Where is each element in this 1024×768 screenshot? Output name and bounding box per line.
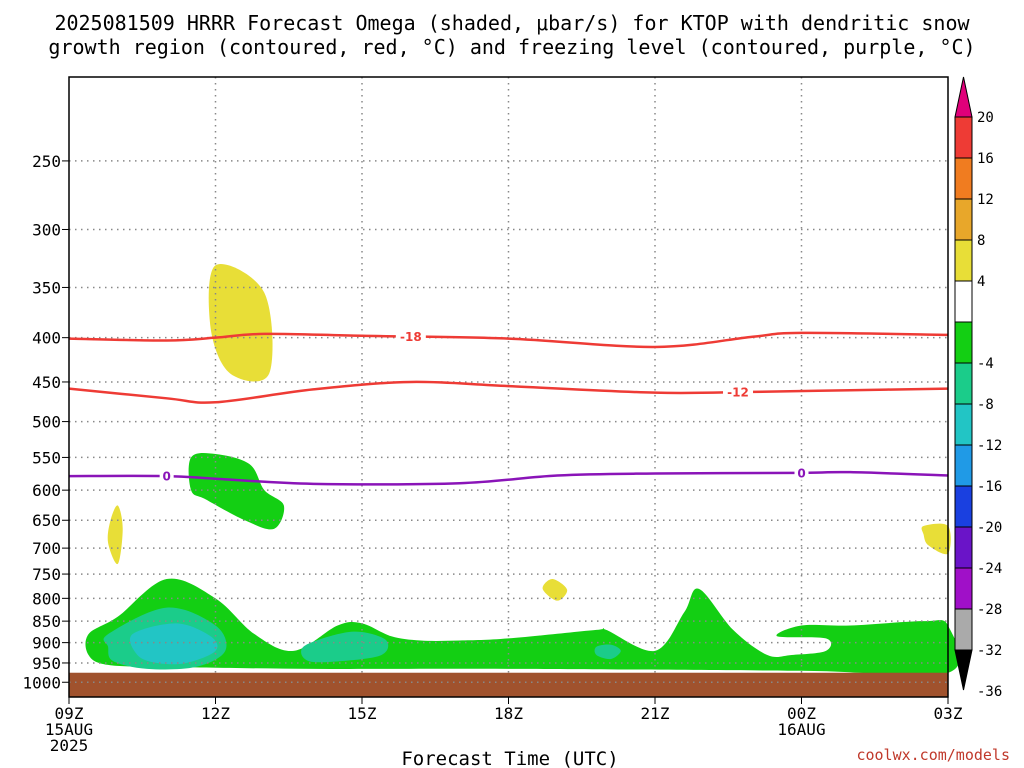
omega-region (208, 264, 273, 382)
contour-line (68, 470, 949, 486)
omega-region (107, 505, 123, 565)
x-tick-label: 18Z (494, 704, 523, 723)
colorbar-label: 4 (977, 274, 985, 290)
colorbar-label: 20 (977, 110, 994, 126)
x-tick-label: 03Z (934, 704, 963, 723)
contour-label: 0 (162, 470, 170, 484)
colorbar-label: 8 (977, 233, 985, 249)
contour-line (68, 380, 949, 404)
ground-surface (69, 672, 948, 697)
plot-area: 250 300 350 400 450 500 550 600 650 700 750 800 850 9… (22, 76, 963, 755)
credit-text: coolwx.com/models (856, 746, 1010, 764)
colorbar-label: -8 (977, 397, 994, 413)
omega-region (301, 631, 389, 663)
colorbar-label: -12 (977, 438, 1002, 454)
y-tick-label: 250 (32, 152, 61, 171)
x-tick-label: 09Z (55, 704, 84, 723)
contour-label-bg (794, 465, 809, 480)
y-tick-label: 700 (32, 539, 61, 558)
contour-label: 0 (797, 466, 805, 480)
x-tick-label: 12Z (201, 704, 230, 723)
x-tick-label: 15Z (348, 704, 377, 723)
colorbar: 20 16 12 8 4 -4 -8 -12 -16 -20 -24 -28 -32 -36 (954, 76, 1002, 700)
colorbar-segment (954, 116, 973, 159)
omega-region (542, 579, 568, 601)
colorbar-label: 16 (977, 151, 994, 167)
colorbar-segment (954, 362, 973, 405)
contour-line (68, 331, 949, 349)
colorbar-label: -36 (977, 684, 1002, 700)
contour-label-bg (723, 384, 754, 399)
x-tick-sublabel: 2025 (50, 736, 89, 755)
chart-title-line1: 2025081509 HRRR Forecast Omega (shaded, … (54, 11, 970, 35)
chart-title-line2: growth region (contoured, red, °C) and f… (48, 35, 975, 59)
colorbar-label: -28 (977, 602, 1002, 618)
x-tick-sublabel: 16AUG (777, 720, 825, 739)
y-tick-label: 900 (32, 634, 61, 653)
colorbar-label: -4 (977, 356, 994, 372)
y-tick-label: 1000 (22, 673, 61, 692)
plot-frame (68, 76, 949, 698)
omega-region (188, 452, 285, 530)
y-tick-label: 950 (32, 654, 61, 673)
contour-label: -12 (727, 385, 749, 399)
y-tick-label: 650 (32, 511, 61, 530)
x-tick-label: 21Z (641, 704, 670, 723)
colorbar-segment (954, 444, 973, 487)
colorbar-label: -24 (977, 561, 1002, 577)
contour-label-bg (159, 469, 174, 484)
y-tick-label: 300 (32, 220, 61, 239)
colorbar-segment (954, 157, 973, 200)
y-tick-label: 500 (32, 413, 61, 432)
colorbar-segment (954, 403, 973, 446)
y-tick-label: 750 (32, 565, 61, 584)
colorbar-top-arrow (954, 76, 973, 118)
colorbar-label: -20 (977, 520, 1002, 536)
y-tick-label: 850 (32, 612, 61, 631)
x-tick-sublabel: 15AUG (45, 720, 93, 739)
y-tick-label: 400 (32, 329, 61, 348)
colorbar-segment (954, 485, 973, 528)
colorbar-segment (954, 321, 973, 364)
colorbar-segment (954, 198, 973, 241)
colorbar-bottom-arrow (954, 649, 973, 691)
y-tick-label: 550 (32, 448, 61, 467)
y-tick-label: 450 (32, 373, 61, 392)
colorbar-segment (954, 567, 973, 610)
colorbar-segment (954, 608, 973, 651)
colorbar-label: -16 (977, 479, 1002, 495)
contour-label: -18 (400, 330, 422, 344)
omega-region (921, 523, 951, 555)
y-tick-label: 350 (32, 278, 61, 297)
colorbar-label: -32 (977, 643, 1002, 659)
y-tick-label: 800 (32, 589, 61, 608)
colorbar-segment (954, 239, 973, 282)
y-tick-label: 600 (32, 481, 61, 500)
omega-region (594, 644, 621, 660)
x-tick-label: 00Z (787, 704, 816, 723)
colorbar-label: 12 (977, 192, 994, 208)
contour-label-bg (395, 329, 426, 344)
colorbar-segment (954, 526, 973, 569)
x-axis-label: Forecast Time (UTC) (401, 748, 618, 768)
omega-region (129, 623, 218, 665)
colorbar-segment (954, 280, 973, 323)
